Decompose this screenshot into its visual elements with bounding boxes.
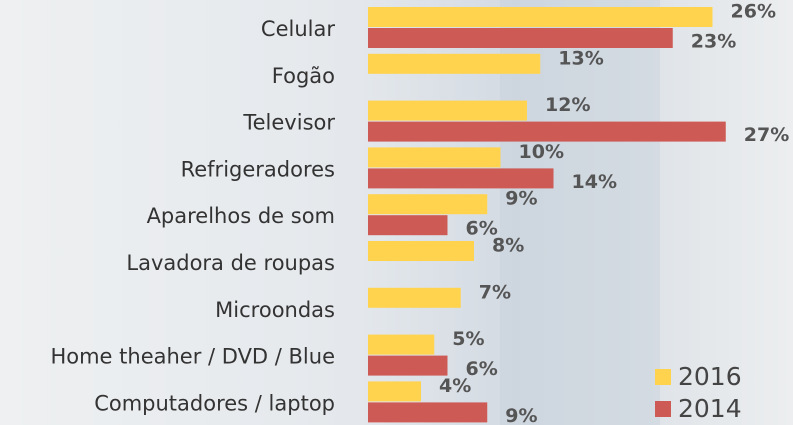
bar — [368, 402, 488, 423]
bar — [368, 381, 421, 402]
category-label: Lavadora de roupas — [126, 251, 335, 275]
bar — [368, 28, 673, 48]
value-label: 27% — [744, 124, 789, 146]
category-label: Televisor — [242, 111, 335, 135]
bar — [368, 215, 448, 236]
value-label: 6% — [466, 358, 498, 380]
value-label: 8% — [492, 235, 524, 257]
value-label: 23% — [691, 31, 736, 53]
legend-label: 2014 — [678, 394, 742, 423]
category-label: Refrigeradores — [181, 157, 335, 181]
bar — [368, 53, 541, 74]
value-label: 5% — [452, 328, 484, 350]
value-label: 10% — [519, 141, 564, 163]
legend-label: 2016 — [678, 362, 742, 391]
bar — [368, 168, 554, 189]
value-label: 9% — [505, 405, 537, 425]
bar — [368, 241, 474, 261]
bar — [368, 121, 726, 142]
category-label: Computadores / laptop — [94, 391, 335, 415]
bar — [368, 194, 488, 215]
legend-swatch — [655, 369, 671, 385]
value-label: 6% — [466, 218, 498, 240]
value-label: 7% — [479, 281, 511, 303]
value-label: 4% — [439, 375, 471, 397]
category-label: Fogão — [272, 64, 335, 88]
bar — [368, 100, 527, 121]
value-label: 26% — [731, 1, 776, 23]
bar — [368, 287, 461, 308]
category-label: Microondas — [215, 298, 335, 322]
value-label: 14% — [572, 171, 617, 193]
legend-swatch — [655, 401, 671, 417]
bar — [368, 7, 713, 27]
category-label: Home theaher / DVD / Blue — [50, 345, 335, 369]
value-label: 9% — [505, 188, 537, 210]
category-label: Celular — [261, 17, 335, 41]
value-label: 13% — [558, 47, 603, 69]
value-label: 12% — [545, 94, 590, 116]
bar — [368, 147, 501, 168]
category-label: Aparelhos de som — [147, 204, 335, 228]
bar — [368, 355, 448, 376]
bar — [368, 334, 435, 355]
